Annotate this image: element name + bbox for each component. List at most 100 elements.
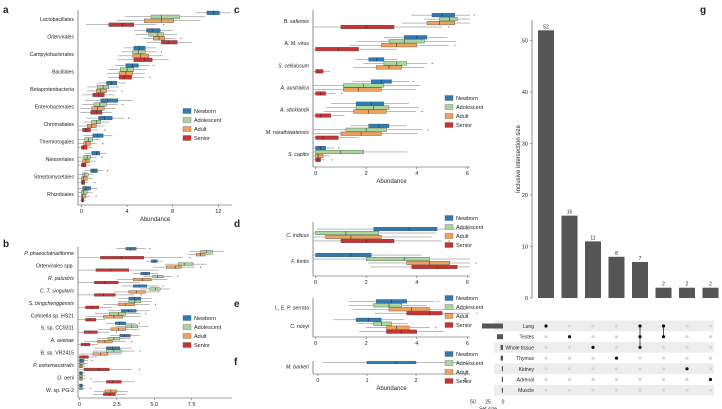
matrix-dot-empty [638, 356, 642, 360]
outlier-point [102, 142, 104, 145]
set-label: Testes [520, 335, 535, 341]
outlier-point [153, 64, 155, 67]
matrix-dot-empty [661, 345, 666, 349]
box-adolescent [177, 262, 194, 266]
category-label: O. oeni [57, 375, 75, 381]
matrix-dot-empty [544, 345, 548, 349]
box-adolescent [152, 275, 164, 279]
box-senior [95, 268, 130, 272]
matrix-dot-empty [661, 367, 666, 371]
matrix-dot-filled [544, 324, 548, 328]
matrix-dot-filled [591, 345, 595, 349]
matrix-dot-empty [591, 324, 595, 328]
legend-label-adult: Adult [456, 314, 469, 320]
box-adolescent [93, 102, 107, 107]
box-newborn [125, 63, 139, 68]
matrix-dot-empty [567, 345, 572, 349]
bar-value-label: 2 [662, 282, 665, 288]
y-tick-label: 10 [522, 245, 528, 251]
box-adult [96, 88, 107, 93]
outlier-point [149, 76, 151, 78]
outlier-point [463, 361, 465, 364]
x-tick-label: 8 [171, 209, 174, 215]
intersection-bar [585, 241, 601, 298]
outlier-point [160, 51, 163, 53]
x-tick-label: 0 [314, 280, 317, 286]
category-label: P. phaeoclatriatiforme [24, 251, 74, 257]
legend-swatch-adult [444, 369, 454, 375]
legend-swatch-senior [444, 322, 454, 328]
category-label: Lactobacillales [40, 17, 74, 23]
box-adult [406, 261, 450, 265]
legend-label-senior: Senior [456, 323, 472, 329]
box-senior [406, 311, 443, 316]
y-tick-label: 0 [525, 296, 528, 302]
y-axis-label: Inclusive intersection size [516, 124, 522, 193]
outlier-point [162, 24, 165, 26]
legend-label-adult: Adult [456, 114, 469, 120]
panel-label-a: a [3, 5, 9, 16]
x-tick-label: 6 [466, 341, 469, 347]
box-senior [118, 75, 132, 80]
category-label: Ortervirales spp. [36, 264, 74, 270]
box-newborn [91, 151, 100, 156]
matrix-dot-empty [544, 367, 548, 371]
set-size-bar [497, 334, 503, 340]
matrix-dot-empty [567, 356, 572, 360]
set-label: Lung [523, 324, 534, 330]
category-label: S. capitis [288, 152, 309, 158]
x-tick-label: 1 [365, 378, 368, 384]
legend-swatch-senior [444, 122, 454, 128]
box-adolescent [388, 39, 425, 44]
category-label: A. australica [279, 86, 309, 92]
box-adult [381, 43, 417, 48]
x-axis-label: Abundance [376, 386, 407, 392]
x-tick-label: 0 [314, 171, 317, 177]
matrix-dot-empty [685, 345, 689, 349]
outlier-point [94, 182, 96, 184]
bar-value-label: 52 [543, 24, 549, 30]
outlier-point [122, 103, 124, 106]
box-newborn [315, 253, 372, 258]
matrix-dot-empty [661, 356, 666, 360]
legend-label-newborn: Newborn [456, 296, 478, 302]
outlier-point [427, 129, 429, 131]
matrix-dot-empty [614, 345, 619, 349]
set-size-tick-label: 0 [502, 400, 505, 406]
box-adolescent [355, 105, 390, 110]
box-senior [315, 47, 359, 52]
legend-label-newborn: Newborn [194, 109, 216, 115]
matrix-dot-empty [708, 345, 713, 349]
box-newborn [373, 227, 438, 232]
outlier-point [138, 322, 140, 324]
matrix-dot-empty [685, 356, 689, 360]
matrix-dot-empty [544, 377, 548, 382]
box-newborn [106, 81, 117, 85]
box-senior [340, 238, 395, 243]
legend-swatch-adult [444, 313, 454, 319]
category-label: C. T. singularis [40, 288, 75, 294]
outlier-point [338, 147, 340, 149]
legend-swatch-newborn [444, 215, 454, 221]
outlier-point [106, 170, 109, 172]
box-senior [83, 367, 110, 371]
outlier-point [145, 313, 147, 315]
panel-label-g: g [700, 5, 706, 16]
box-adult [426, 21, 455, 26]
matrix-dot-empty [685, 388, 689, 392]
legend-swatch-newborn [182, 315, 192, 321]
matrix-dot-empty [661, 388, 666, 392]
set-size-bar [500, 344, 503, 350]
box-newborn [355, 101, 385, 106]
set-label: Adrenal [517, 378, 534, 384]
x-tick-label: 12 [215, 209, 221, 215]
x-tick-label: 3 [464, 378, 467, 384]
box-adolescent [84, 137, 94, 142]
box-adolescent [439, 17, 458, 22]
intersection-bar [655, 287, 672, 298]
box-senior [108, 22, 135, 27]
outlier-point [413, 80, 415, 83]
legend-swatch-adult [444, 233, 454, 239]
outlier-point [121, 90, 123, 92]
box-adult [166, 265, 182, 269]
